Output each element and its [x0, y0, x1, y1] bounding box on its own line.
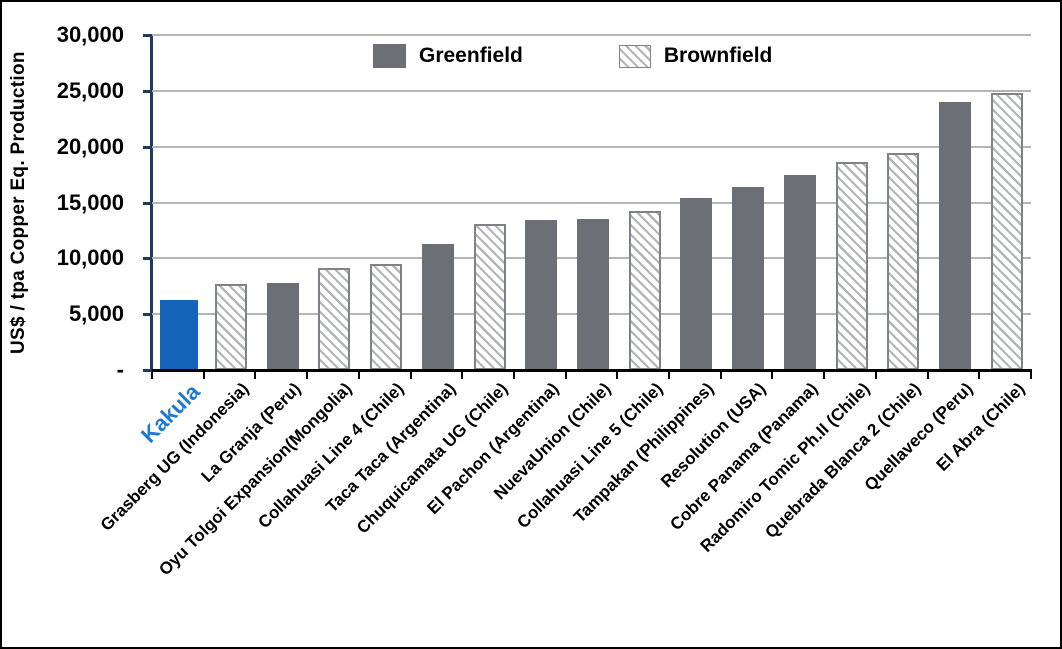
- plot-area: [152, 34, 1031, 370]
- legend-entry-brownfield: Brownfield: [618, 44, 773, 68]
- y-axis-tick-label: 20,000: [56, 133, 124, 159]
- legend-label-brownfield: Brownfield: [663, 44, 773, 67]
- bar-greenfield: [421, 243, 454, 370]
- bar-greenfield: [680, 198, 713, 370]
- bar-greenfield: [938, 102, 971, 370]
- x-axis-tick: [564, 372, 567, 379]
- y-axis-tick-label: 5,000: [68, 301, 124, 327]
- y-axis-tick: [143, 89, 151, 93]
- y-axis-tick-label: 25,000: [56, 77, 124, 103]
- x-axis-tick: [409, 372, 412, 379]
- gridline: [152, 145, 1031, 148]
- legend: Greenfield Brownfield: [373, 44, 772, 68]
- x-axis-tick: [461, 372, 464, 379]
- y-axis-tick-label: 15,000: [56, 189, 124, 215]
- gridline: [152, 89, 1031, 92]
- bar-greenfield: [525, 220, 558, 370]
- bar-highlight: [160, 299, 199, 370]
- bar-greenfield: [783, 174, 816, 370]
- gridline: [152, 34, 1031, 36]
- bar-brownfield: [473, 223, 506, 370]
- bar-brownfield: [215, 284, 248, 370]
- x-axis-tick: [668, 372, 671, 379]
- bar-greenfield: [266, 282, 299, 370]
- x-axis-label: El Abra (Chile): [932, 379, 1029, 475]
- x-axis-tick: [512, 372, 515, 379]
- bar-brownfield: [835, 162, 868, 370]
- x-axis-tick: [306, 372, 309, 379]
- x-axis-tick: [978, 372, 981, 379]
- y-axis-tick: [143, 257, 151, 261]
- y-axis-tick-label: 30,000: [56, 22, 124, 47]
- legend-swatch-greenfield-icon: [373, 44, 406, 68]
- x-axis-tick: [357, 372, 360, 379]
- legend-label-greenfield: Greenfield: [419, 44, 523, 67]
- gridline: [152, 201, 1031, 204]
- y-axis-tick: [143, 313, 151, 317]
- y-axis-tick: [143, 201, 151, 205]
- x-axis-tick: [202, 372, 205, 379]
- bar-greenfield: [577, 219, 609, 370]
- y-axis-tick: [143, 34, 151, 37]
- y-axis-line: [150, 34, 153, 372]
- x-axis-tick: [719, 372, 722, 379]
- bar-brownfield: [887, 153, 920, 370]
- bar-brownfield: [318, 268, 351, 370]
- legend-entry-greenfield: Greenfield: [373, 44, 523, 68]
- x-axis-tick: [823, 372, 826, 379]
- y-axis-tick: [143, 145, 151, 149]
- legend-swatch-brownfield-icon: [618, 44, 651, 68]
- x-axis-tick: [254, 372, 257, 379]
- x-axis-tick: [874, 372, 877, 379]
- x-axis-tick: [1030, 372, 1032, 379]
- y-axis-tick-label: -: [116, 357, 124, 382]
- x-axis-tick: [771, 372, 774, 379]
- bar-brownfield: [370, 263, 403, 370]
- y-axis-tick-label: 10,000: [56, 245, 124, 271]
- x-axis-tick: [926, 372, 929, 379]
- bar-brownfield: [628, 211, 661, 370]
- x-axis-tick: [616, 372, 619, 379]
- y-axis-tick: [143, 369, 151, 372]
- x-axis-tick: [151, 372, 153, 379]
- x-axis-line: [152, 369, 1032, 372]
- bar-brownfield: [990, 93, 1023, 370]
- bar-greenfield: [732, 186, 765, 370]
